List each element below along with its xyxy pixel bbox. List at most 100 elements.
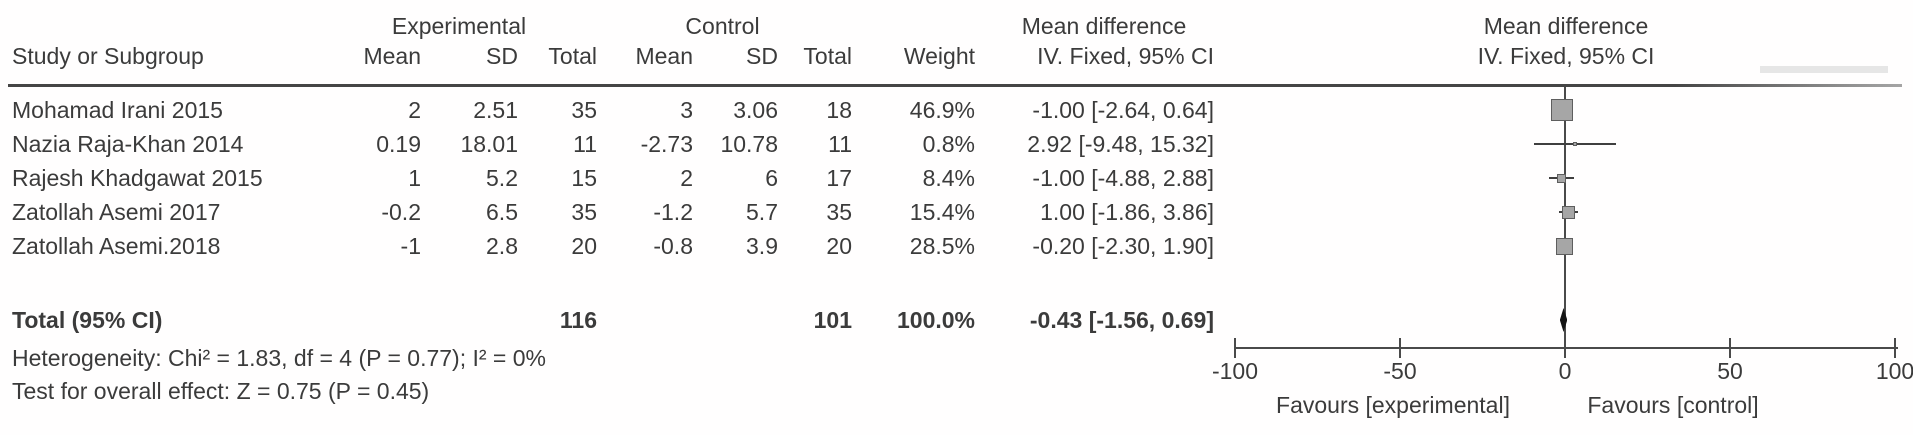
ctrl-sd: 6 xyxy=(765,165,778,191)
effect-size-marker xyxy=(1561,205,1575,219)
effect-ci: 2.92 [-9.48, 15.32] xyxy=(1027,131,1214,157)
exp-mean: 0.19 xyxy=(376,131,421,157)
effect-size-marker xyxy=(1572,142,1577,146)
study-name: Mohamad Irani 2015 xyxy=(12,97,223,123)
total-row: Total (95% CI) 116 101 100.0% -0.43 [-1.… xyxy=(0,307,1913,334)
ctrl-total: 11 xyxy=(828,131,852,157)
exp-sd: 6.5 xyxy=(486,199,518,225)
effect-size-marker xyxy=(1550,99,1573,121)
effect-ci: -1.00 [-2.64, 0.64] xyxy=(1032,97,1214,123)
plot-header-line2: IV. Fixed, 95% CI xyxy=(1477,43,1655,69)
weight: 8.4% xyxy=(922,165,975,191)
weight: 0.8% xyxy=(922,131,975,157)
header-control: Control xyxy=(685,13,760,39)
exp-total: 11 xyxy=(573,131,597,157)
ctrl-mean: 3 xyxy=(680,97,693,123)
weight: 46.9% xyxy=(909,97,975,123)
overall-effect-text: Test for overall effect: Z = 0.75 (P = 0… xyxy=(12,378,430,404)
table-row: Zatollah Asemi 2017 -0.2 6.5 35 -1.2 5.7… xyxy=(0,199,1913,226)
total-effect-ci: -0.43 [-1.56, 0.69] xyxy=(1029,307,1214,333)
scan-artifact xyxy=(1760,66,1888,73)
study-name: Rajesh Khadgawat 2015 xyxy=(12,165,263,191)
axis-tick xyxy=(1564,338,1566,358)
heterogeneity-text: Heterogeneity: Chi² = 1.83, df = 4 (P = … xyxy=(12,345,546,371)
overall-effect-row: Test for overall effect: Z = 0.75 (P = 0… xyxy=(0,378,1913,405)
axis-tick-label: -50 xyxy=(1383,358,1417,384)
table-row: Mohamad Irani 2015 2 2.51 35 3 3.06 18 4… xyxy=(0,97,1913,124)
exp-sd: 18.01 xyxy=(460,131,518,157)
exp-sd: 5.2 xyxy=(486,165,518,191)
axis-tick xyxy=(1729,338,1731,358)
exp-total: 35 xyxy=(571,199,597,225)
total-ctrl-total: 101 xyxy=(813,307,852,333)
effect-size-marker xyxy=(1557,173,1567,183)
zero-reference-line xyxy=(1564,87,1566,358)
axis-tick-label: 100 xyxy=(1875,358,1913,384)
ctrl-mean: 2 xyxy=(680,165,693,191)
header-experimental: Experimental xyxy=(391,13,527,39)
ctrl-sd: 3.9 xyxy=(746,233,778,259)
exp-sd: 2.51 xyxy=(473,97,518,123)
axis-tick-label: -100 xyxy=(1211,358,1259,384)
study-name: Nazia Raja-Khan 2014 xyxy=(12,131,244,157)
exp-mean: 2 xyxy=(408,97,421,123)
ctrl-sd: 5.7 xyxy=(746,199,778,225)
header-divider xyxy=(8,84,1902,87)
exp-total: 20 xyxy=(571,233,597,259)
axis-tick xyxy=(1894,338,1896,358)
table-row: Zatollah Asemi.2018 -1 2.8 20 -0.8 3.9 2… xyxy=(0,233,1913,260)
total-effect-diamond xyxy=(1559,308,1568,332)
total-weight: 100.0% xyxy=(896,307,975,333)
exp-sd: 2.8 xyxy=(486,233,518,259)
table-row: Rajesh Khadgawat 2015 1 5.2 15 2 6 17 8.… xyxy=(0,165,1913,192)
axis-tick xyxy=(1399,338,1401,358)
weight: 15.4% xyxy=(909,199,975,225)
table-row: Nazia Raja-Khan 2014 0.19 18.01 11 -2.73… xyxy=(0,131,1913,158)
ctrl-sd: 10.78 xyxy=(720,131,778,157)
ctrl-total: 20 xyxy=(826,233,852,259)
ctrl-total: 17 xyxy=(826,165,852,191)
ctrl-total: 35 xyxy=(826,199,852,225)
favours-left-label: Favours [experimental] xyxy=(1276,392,1510,418)
header-ctrl-total: Total xyxy=(803,43,852,69)
effect-ci: 1.00 [-1.86, 3.86] xyxy=(1040,199,1214,225)
total-label: Total (95% CI) xyxy=(12,307,163,333)
ctrl-mean: -1.2 xyxy=(653,199,693,225)
header-effect-line2: IV. Fixed, 95% CI xyxy=(1037,43,1214,69)
header-weight: Weight xyxy=(903,43,975,69)
header-study-col: Study or Subgroup xyxy=(12,43,204,69)
header-effect-line1: Mean difference xyxy=(1021,13,1187,39)
header-ctrl-sd: SD xyxy=(746,43,778,69)
header-group-row: Experimental Control Mean difference Mea… xyxy=(0,13,1913,40)
axis-tick-label: 0 xyxy=(1558,358,1572,384)
ctrl-mean: -0.8 xyxy=(653,233,693,259)
effect-size-marker xyxy=(1555,237,1573,255)
study-name: Zatollah Asemi.2018 xyxy=(12,233,221,259)
ctrl-total: 18 xyxy=(826,97,852,123)
exp-mean: -1 xyxy=(400,233,421,259)
effect-ci: -1.00 [-4.88, 2.88] xyxy=(1032,165,1214,191)
exp-mean: -0.2 xyxy=(381,199,421,225)
heterogeneity-row: Heterogeneity: Chi² = 1.83, df = 4 (P = … xyxy=(0,345,1913,372)
header-exp-mean: Mean xyxy=(363,43,421,69)
weight: 28.5% xyxy=(909,233,975,259)
favours-right-label: Favours [control] xyxy=(1587,392,1759,418)
header-exp-sd: SD xyxy=(486,43,518,69)
exp-mean: 1 xyxy=(408,165,421,191)
header-ctrl-mean: Mean xyxy=(635,43,693,69)
exp-total: 15 xyxy=(571,165,597,191)
exp-total: 35 xyxy=(571,97,597,123)
header-exp-total: Total xyxy=(548,43,597,69)
ctrl-mean: -2.73 xyxy=(640,131,693,157)
x-axis-line xyxy=(1234,347,1898,349)
axis-tick-label: 50 xyxy=(1717,358,1743,384)
header-column-row: Study or Subgroup Mean SD Total Mean SD … xyxy=(0,43,1913,70)
study-name: Zatollah Asemi 2017 xyxy=(12,199,221,225)
ctrl-sd: 3.06 xyxy=(733,97,778,123)
effect-ci: -0.20 [-2.30, 1.90] xyxy=(1032,233,1214,259)
axis-tick xyxy=(1234,338,1236,358)
total-exp-total: 116 xyxy=(559,307,597,333)
plot-header-line1: Mean difference xyxy=(1483,13,1649,39)
